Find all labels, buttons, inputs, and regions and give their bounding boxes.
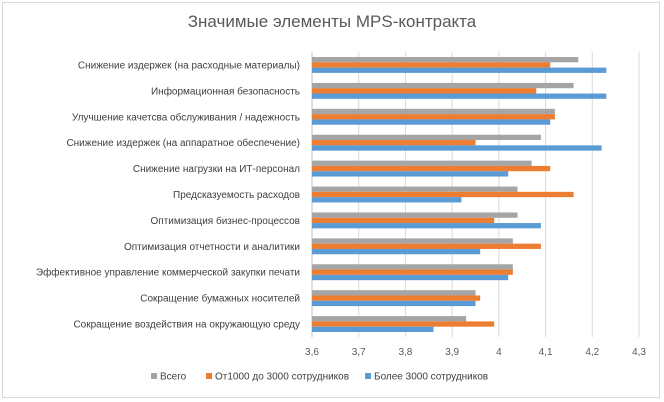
bar xyxy=(312,295,481,301)
x-tick-label: 4,2 xyxy=(585,347,599,358)
category-label: Предсказуемость расходов xyxy=(173,190,300,201)
legend-label: Более 3000 сотрудников xyxy=(374,372,488,383)
bar xyxy=(312,57,579,63)
bar xyxy=(312,269,513,275)
legend-swatch xyxy=(365,373,371,379)
category-label: Оптимизация отчетности и аналитики xyxy=(124,242,300,253)
bar xyxy=(312,140,476,146)
bar xyxy=(312,274,509,281)
bar xyxy=(312,300,476,307)
x-tick-label: 4,1 xyxy=(539,347,553,358)
bar xyxy=(312,316,467,322)
category-label: Эффективное управление коммерческой заку… xyxy=(36,267,300,279)
x-tick-label: 3,9 xyxy=(445,347,459,358)
category-label: Снижение нагрузки на ИТ-персонал xyxy=(133,164,300,175)
bar xyxy=(312,114,555,120)
bar xyxy=(312,145,602,151)
x-tick-label: 3,8 xyxy=(398,347,412,358)
category-label: Улучшение качетсва обслуживания / надежн… xyxy=(72,111,300,123)
bar xyxy=(312,119,551,125)
bar xyxy=(312,290,476,296)
bar xyxy=(312,264,513,270)
x-tick-label: 3,6 xyxy=(305,347,319,358)
bar xyxy=(312,186,518,192)
bar xyxy=(312,67,607,73)
chart-title: Значимые элементы MPS-контракта xyxy=(187,12,477,31)
bar xyxy=(312,160,532,166)
bar xyxy=(312,62,551,68)
bar xyxy=(312,165,551,172)
category-label: Сокращение бумажных носителей xyxy=(140,293,300,305)
legend-swatch xyxy=(151,373,157,379)
bar xyxy=(312,212,518,218)
bar xyxy=(312,197,462,203)
x-tick-label: 3,7 xyxy=(352,347,366,358)
x-tick-label: 4,3 xyxy=(632,347,646,358)
bar xyxy=(312,248,481,255)
legend-label: Всего xyxy=(160,372,187,383)
bar xyxy=(312,108,555,115)
bar xyxy=(312,82,574,89)
bar xyxy=(312,88,537,94)
category-label: Снижение издержек (на аппаратное обеспеч… xyxy=(66,137,300,149)
bar xyxy=(312,93,607,99)
bar xyxy=(312,171,509,177)
bar xyxy=(312,217,495,224)
category-label: Снижение издержек (на расходные материал… xyxy=(78,60,300,71)
bar xyxy=(312,191,574,198)
x-tick-label: 4 xyxy=(496,347,502,358)
category-label: Сокращение воздействия на окружающую сре… xyxy=(73,320,300,331)
bar xyxy=(312,238,513,244)
legend-swatch xyxy=(206,373,212,379)
bar xyxy=(312,321,495,327)
legend-label: От1000 до 3000 сотрудников xyxy=(215,372,349,383)
bar xyxy=(312,243,541,249)
bar xyxy=(312,223,541,229)
category-label: Оптимизация бизнес-процессов xyxy=(151,215,301,227)
category-label: Информационная безопасность xyxy=(151,85,300,97)
bar xyxy=(312,326,434,332)
bar xyxy=(312,134,541,141)
